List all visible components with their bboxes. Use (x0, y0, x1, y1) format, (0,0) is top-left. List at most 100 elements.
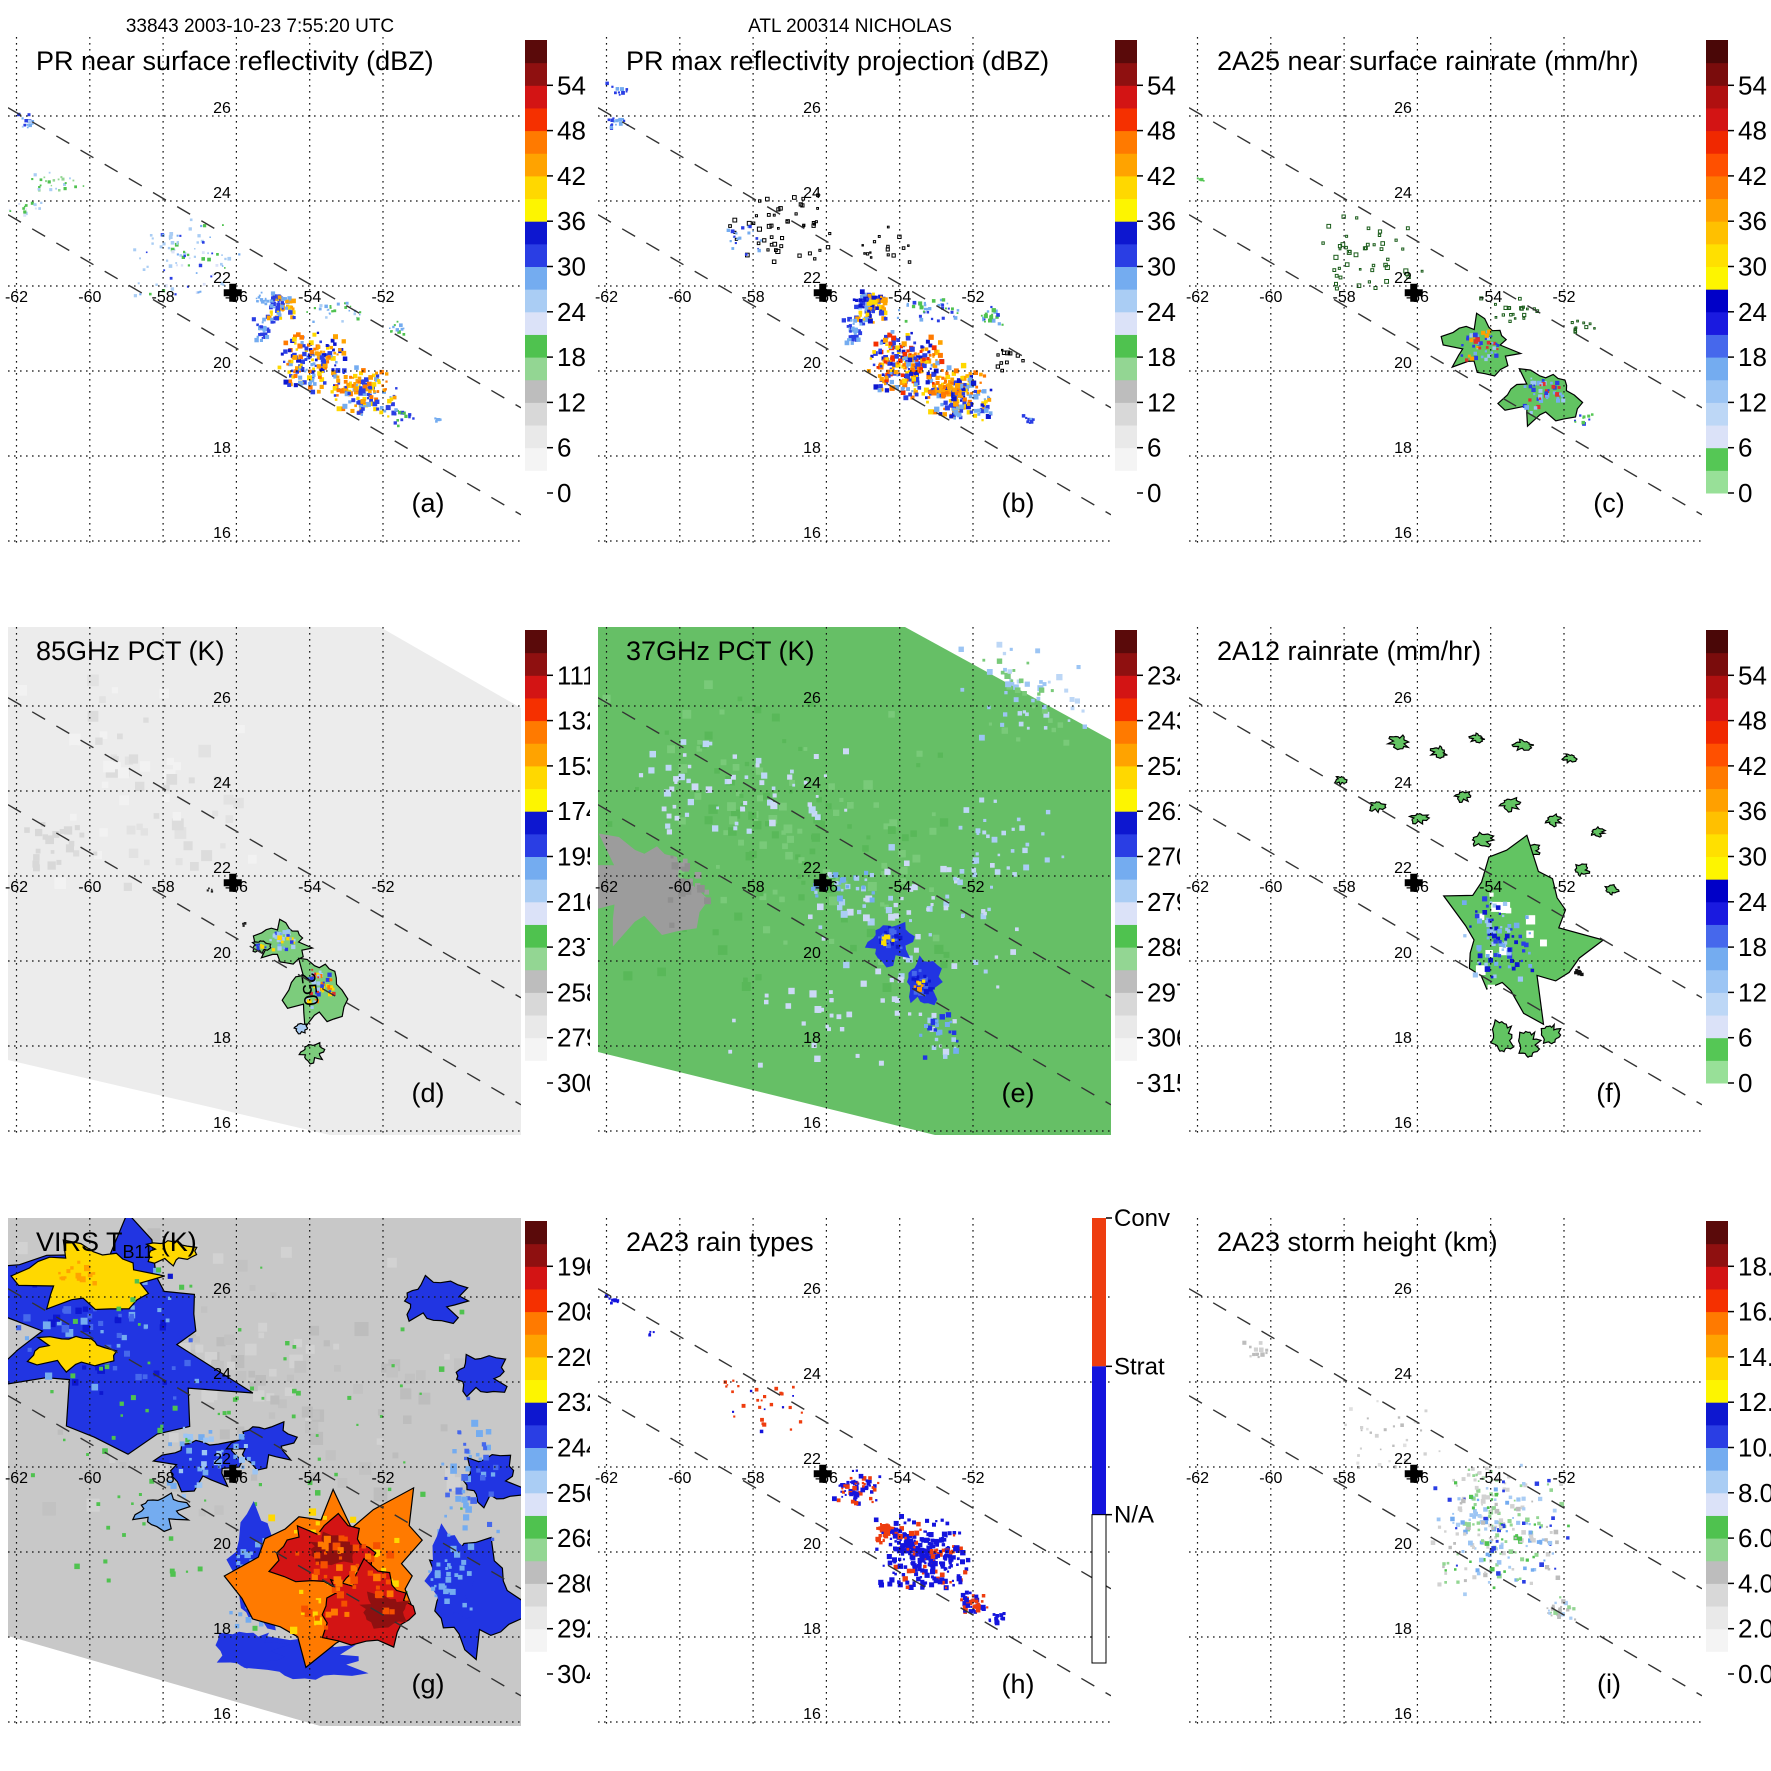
svg-text:220: 220 (557, 1342, 590, 1372)
lat-tick-label: 26 (213, 690, 231, 707)
lon-tick-label: -60 (1259, 289, 1282, 306)
svg-text:268: 268 (557, 1523, 590, 1553)
svg-text:48: 48 (557, 116, 586, 146)
svg-text:304: 304 (557, 1659, 590, 1689)
lat-tick-label: 26 (1394, 690, 1412, 707)
panel-title: 37GHz PCT (K) (626, 636, 815, 666)
svg-text:216: 216 (557, 887, 590, 917)
svg-text:36: 36 (1738, 206, 1767, 236)
lon-tick-label: -52 (961, 1470, 984, 1487)
svg-text:292: 292 (557, 1614, 590, 1644)
svg-text:6: 6 (1147, 433, 1161, 463)
svg-text:252: 252 (1147, 751, 1180, 781)
svg-text:30: 30 (1738, 252, 1767, 282)
lon-tick-label: -54 (1479, 1470, 1502, 1487)
svg-text:42: 42 (1738, 751, 1767, 781)
lat-tick-label: 16 (213, 525, 231, 542)
lat-tick-label: 20 (213, 355, 231, 372)
svg-text:30: 30 (1738, 842, 1767, 872)
lon-tick-label: -54 (888, 879, 911, 896)
lon-tick-label: -62 (5, 1470, 28, 1487)
svg-text:297: 297 (1147, 977, 1180, 1007)
lat-tick-label: 16 (213, 1115, 231, 1132)
svg-text:250: 250 (296, 971, 322, 1007)
lon-tick-label: -52 (371, 289, 394, 306)
lat-tick-label: 24 (213, 1366, 231, 1383)
svg-text:N/A: N/A (1114, 1502, 1154, 1529)
lon-tick-label: -54 (298, 289, 321, 306)
storm-center-marker (813, 873, 832, 892)
lat-tick-label: 20 (803, 945, 821, 962)
svg-text:243: 243 (1147, 706, 1180, 736)
svg-text:18: 18 (1147, 342, 1176, 372)
panel-title: 2A23 rain types (626, 1227, 814, 1257)
storm-center-marker (223, 1464, 242, 1483)
svg-text:279: 279 (1147, 887, 1180, 917)
lon-tick-label: -62 (595, 879, 618, 896)
svg-text:16.0: 16.0 (1738, 1297, 1771, 1327)
lon-tick-label: -52 (961, 289, 984, 306)
lat-tick-label: 24 (1394, 775, 1412, 792)
svg-text:42: 42 (557, 161, 586, 191)
lon-tick-label: -58 (152, 879, 175, 896)
svg-text:Strat: Strat (1114, 1353, 1165, 1380)
svg-text:48: 48 (1738, 706, 1767, 736)
svg-text:208: 208 (557, 1297, 590, 1327)
svg-text:306: 306 (1147, 1023, 1180, 1053)
lat-tick-label: 16 (803, 1115, 821, 1132)
lat-tick-label: 18 (803, 440, 821, 457)
lon-tick-label: -58 (1333, 1470, 1356, 1487)
svg-text:2.0: 2.0 (1738, 1614, 1771, 1644)
storm-center-marker (223, 283, 242, 302)
svg-text:54: 54 (1738, 660, 1767, 690)
svg-text:8.0: 8.0 (1738, 1478, 1771, 1508)
lon-tick-label: -62 (1186, 1470, 1209, 1487)
storm-center-marker (1404, 873, 1423, 892)
svg-text:54: 54 (557, 70, 586, 100)
storm-center-marker (223, 873, 242, 892)
storm-name-header: ATL 200314 NICHOLAS (748, 16, 952, 37)
svg-text:30: 30 (557, 252, 586, 282)
lon-tick-label: -62 (1186, 879, 1209, 896)
svg-text:196: 196 (557, 1251, 590, 1281)
lat-tick-label: 16 (803, 1706, 821, 1723)
lon-tick-label: -52 (1552, 289, 1575, 306)
lon-tick-label: -58 (152, 1470, 175, 1487)
lat-tick-label: 24 (213, 775, 231, 792)
storm-center-marker (1404, 1464, 1423, 1483)
svg-text:30: 30 (1147, 252, 1176, 282)
lat-tick-label: 26 (803, 100, 821, 117)
lon-tick-label: -52 (1552, 879, 1575, 896)
lat-tick-label: 22 (803, 860, 821, 877)
lat-tick-label: 16 (213, 1706, 231, 1723)
svg-text:234: 234 (1147, 660, 1180, 690)
lat-tick-label: 20 (1394, 945, 1412, 962)
lon-tick-label: -62 (595, 1470, 618, 1487)
lat-tick-label: 24 (803, 775, 821, 792)
panel-title: 2A23 storm height (km) (1217, 1227, 1498, 1257)
lat-tick-label: 22 (803, 270, 821, 287)
lat-tick-label: 20 (213, 945, 231, 962)
lat-tick-label: 24 (803, 185, 821, 202)
panel-letter-label: (d) (412, 1078, 445, 1108)
svg-text:18.0: 18.0 (1738, 1251, 1771, 1281)
lon-tick-label: -58 (1333, 879, 1356, 896)
lon-tick-label: -54 (298, 1470, 321, 1487)
panel-title: 85GHz PCT (K) (36, 636, 225, 666)
lat-tick-label: 26 (803, 1281, 821, 1298)
lat-tick-label: 18 (213, 1621, 231, 1638)
svg-text:261: 261 (1147, 796, 1180, 826)
svg-text:42: 42 (1147, 161, 1176, 191)
panel-letter-label: (e) (1002, 1078, 1035, 1108)
lon-tick-label: -62 (5, 879, 28, 896)
lat-tick-label: 24 (1394, 1366, 1412, 1383)
lat-tick-label: 20 (1394, 355, 1412, 372)
lon-tick-label: -58 (742, 879, 765, 896)
svg-text:48: 48 (1147, 116, 1176, 146)
lat-tick-label: 16 (803, 525, 821, 542)
